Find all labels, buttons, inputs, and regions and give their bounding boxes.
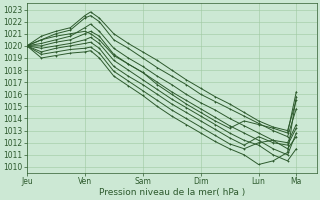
X-axis label: Pression niveau de la mer( hPa ): Pression niveau de la mer( hPa ) <box>99 188 245 197</box>
